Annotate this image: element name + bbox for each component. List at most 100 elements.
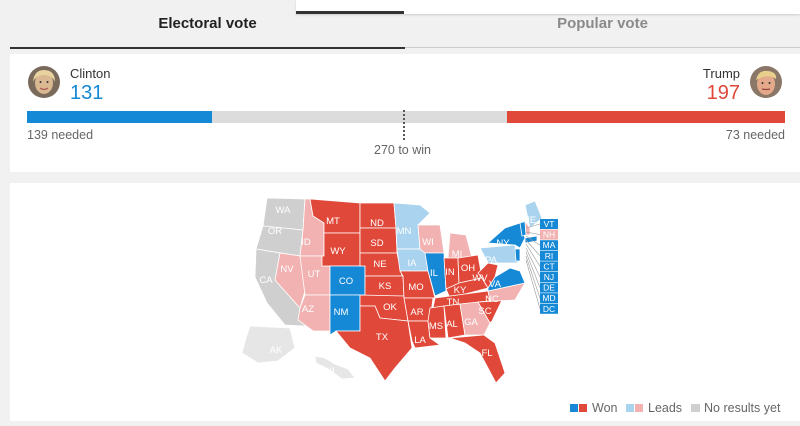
state-NV[interactable] [274,252,306,309]
header-strip [296,0,800,14]
state-HI[interactable] [314,355,356,380]
label-WI: WI [422,237,434,248]
label-KS: KS [379,281,392,292]
label-AR: AR [410,307,423,318]
label-WY: WY [330,246,346,257]
callout-label-md: MD [542,293,555,303]
tab-electoral-vote[interactable]: Electoral vote [10,15,405,49]
state-AK[interactable] [241,325,296,364]
callout-label-dc: DC [543,304,555,314]
callout-box-nj[interactable] [540,272,558,282]
state-ME[interactable] [524,200,543,229]
label-WA: WA [276,205,292,216]
clinton-name: Clinton [70,66,111,81]
legend-lead-d-swatch [626,404,634,412]
us-results-map[interactable]: WA OR CA ID NV UT AZ MT WY CO NM ND SD N… [10,183,800,421]
state-MS[interactable] [427,305,447,339]
label-TN: TN [447,297,460,308]
legend-leads: Leads [648,401,682,415]
label-VA: VA [489,279,502,290]
label-SC: SC [478,306,491,317]
callout-line-ri [525,239,541,256]
legend-won-d-swatch [570,404,578,412]
label-NV: NV [280,264,294,275]
clinton-vote-count: 131 [70,82,104,104]
label-IA: IA [408,258,418,269]
callout-label-nh: NH [543,230,555,240]
electoral-summary: Clinton 131 Trump 197 139 needed 73 need… [10,54,800,172]
state-NJ-shape[interactable] [514,248,521,262]
label-MO: MO [408,282,423,293]
callout-line-nj [525,247,541,278]
label-PA: PA [485,255,498,266]
results-map-panel: WA OR CA ID NV UT AZ MT WY CO NM ND SD N… [10,183,800,421]
tab-popular-vote[interactable]: Popular vote [405,15,800,48]
label-HI: HI [325,366,335,377]
label-CO: CO [339,276,353,287]
state-TX[interactable] [335,305,413,382]
callout-label-vt: VT [544,219,555,229]
callout-box-ct[interactable] [540,261,558,272]
label-IN: IN [445,267,455,278]
callout-line-nh [525,231,541,235]
threshold-label: 270 to win [374,143,431,157]
label-OK: OK [383,302,397,313]
trump-avatar [750,66,782,98]
label-FL: FL [481,348,492,359]
label-ND: ND [370,218,384,229]
label-AZ: AZ [302,304,314,315]
callout-box-ma[interactable] [540,240,558,251]
electoral-progress-bar [27,111,785,123]
label-AK: AK [270,345,283,356]
label-WV: WV [472,273,488,284]
trump-name: Trump [702,66,740,81]
clinton-needed: 139 needed [27,128,94,142]
callout-box-de[interactable] [540,282,558,293]
callout-label-ri: RI [545,251,554,261]
callout-line-dc [525,259,541,309]
label-LA: LA [414,335,426,346]
label-OR: OR [268,226,282,237]
callout-line-md [525,255,541,299]
state-PA[interactable] [479,244,519,264]
map-legend: Won Leads No results yet [570,401,781,415]
state-FL[interactable] [449,334,506,384]
callout-box-nh[interactable] [540,229,558,240]
header-indicator [296,11,404,14]
legend-none: No results yet [704,401,781,415]
trump-vote-count: 197 [706,82,740,104]
label-NY: NY [496,238,510,249]
legend-lead-r-swatch [635,404,643,412]
label-SD: SD [370,238,383,249]
callout-label-de: DE [543,283,555,293]
callout-label-ct: CT [543,261,554,271]
label-OH: OH [461,263,475,274]
label-MS: MS [429,321,443,332]
callout-line-ma [525,235,541,246]
label-MT: MT [326,216,340,227]
state-NH-shape[interactable] [524,219,531,236]
legend-won-r-swatch [579,404,587,412]
clinton-avatar [28,66,60,98]
callout-box-dc[interactable] [540,303,558,314]
label-NE: NE [373,259,386,270]
label-IL: IL [430,268,438,279]
label-NC: NC [485,294,499,305]
label-UT: UT [308,269,321,280]
callout-box-ri[interactable] [540,250,558,261]
callout-label-ma: MA [543,240,556,250]
legend-none-swatch [691,404,700,412]
callout-label-nj: NJ [544,272,554,282]
top-bar [0,0,800,52]
label-AL: AL [446,319,458,330]
callout-box-md[interactable] [540,293,558,304]
label-MI: MI [452,249,463,260]
callout-box-vt[interactable] [540,219,558,229]
state-IL[interactable] [424,252,447,297]
callout-line-ct [525,243,541,267]
label-CA: CA [259,275,273,286]
legend-won: Won [592,401,618,415]
callout-line-vt [525,223,541,229]
label-GA: GA [464,317,478,328]
